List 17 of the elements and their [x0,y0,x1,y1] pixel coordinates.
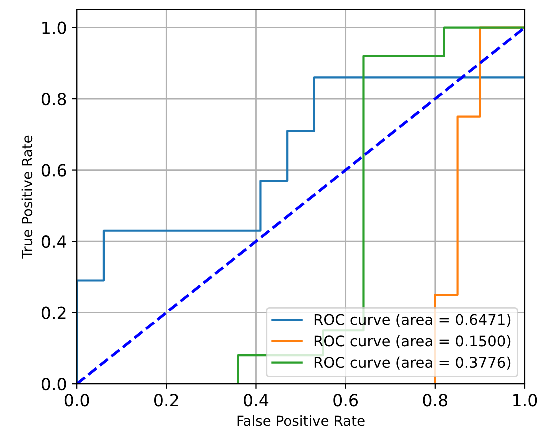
legend-label: ROC curve (area = 0.6471) [314,314,511,328]
x-tick-label: 0.6 [334,394,358,407]
x-tick-label: 0.2 [154,394,178,407]
y-tick-label: 0.6 [42,164,66,177]
legend-label: ROC curve (area = 0.3776) [314,356,511,370]
x-tick-label: 1.0 [514,394,538,407]
y-axis-title: True Positive Rate [22,136,33,259]
y-tick-label: 0.4 [42,236,66,248]
y-tick-label: 1.0 [42,22,66,34]
x-tick-label: 0.4 [244,394,269,407]
x-tick-label: 0.0 [64,394,90,407]
y-tick-label: 0.0 [42,378,66,391]
y-tick-label: 0.8 [42,92,66,106]
x-tick-label: 0.8 [423,394,448,407]
legend-label: ROC curve (area = 0.1500) [314,335,511,348]
x-axis-title: False Positive Rate [238,415,365,426]
y-tick-label: 0.2 [42,306,66,320]
